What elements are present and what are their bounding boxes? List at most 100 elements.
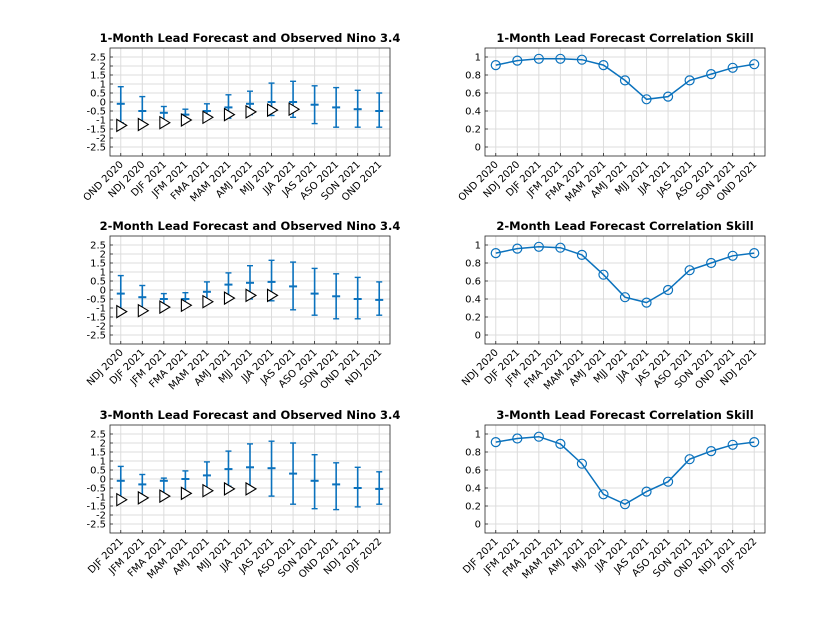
observed-marker	[180, 486, 193, 501]
y-tick-label: 0.6	[465, 277, 481, 288]
y-tick-label: 0.5	[90, 466, 106, 477]
skill-point	[555, 242, 566, 253]
observed-marker	[223, 107, 236, 122]
y-tick-label: 0.5	[90, 89, 106, 100]
observed-marker	[202, 483, 214, 498]
skill-point	[555, 53, 566, 64]
fc2-panel: 2-Month Lead Forecast and Observed Nino …	[85, 219, 400, 392]
observed-marker	[159, 489, 171, 504]
skill-point	[662, 476, 674, 487]
fc1-panel: 1-Month Lead Forecast and Observed Nino …	[82, 31, 401, 204]
skill-point	[512, 433, 523, 444]
y-tick-label: -1	[96, 116, 106, 127]
skill-line	[495, 435, 755, 506]
y-tick-label: 1	[100, 80, 106, 91]
observed-marker	[116, 492, 128, 507]
y-tick-label: -1.5	[86, 313, 106, 324]
observed-marker	[180, 298, 193, 313]
axes-box	[484, 235, 766, 345]
axes-box	[109, 235, 391, 345]
skill-point	[706, 68, 717, 80]
skill-point	[749, 248, 760, 259]
skill-point	[490, 59, 501, 71]
skill-line	[495, 246, 755, 304]
skill-point	[533, 53, 544, 64]
skill-point	[598, 59, 609, 71]
chart-title: 3-Month Lead Forecast Correlation Skill	[496, 408, 753, 422]
observed-marker	[245, 481, 258, 496]
y-tick-label: 1	[100, 457, 106, 468]
y-tick-label: 2.5	[90, 430, 106, 441]
observed-marker	[116, 304, 128, 319]
sk3-panel: 3-Month Lead Forecast Correlation Skill 0…	[461, 408, 766, 581]
y-tick-label: 2	[100, 62, 106, 73]
y-tick-label: 0.6	[465, 466, 481, 477]
skill-point	[533, 241, 544, 252]
skill-point	[576, 249, 588, 260]
observed-marker	[137, 303, 150, 318]
observed-marker	[159, 300, 171, 315]
y-tick-label: 0.8	[465, 71, 481, 82]
skill-point	[684, 454, 695, 465]
y-tick-label: 0.5	[90, 277, 106, 288]
observed-marker	[223, 291, 236, 306]
y-tick-label: 0.4	[465, 295, 481, 306]
y-tick-label: -2	[96, 511, 106, 522]
observed-marker	[137, 490, 150, 505]
observed-marker	[159, 115, 171, 130]
y-tick-label: 0.8	[465, 448, 481, 459]
y-tick-label: 0	[100, 286, 106, 297]
y-tick-label: -1.5	[86, 502, 106, 513]
skill-point	[598, 269, 609, 280]
y-tick-label: 0	[475, 143, 481, 154]
y-tick-label: -1.5	[86, 125, 106, 136]
y-tick-label: 0.6	[465, 89, 481, 100]
observed-marker	[266, 288, 279, 303]
skill-point	[576, 54, 588, 65]
y-tick-label: 1.5	[90, 71, 106, 82]
skill-point	[706, 257, 717, 269]
y-tick-label: 1	[100, 268, 106, 279]
sk1-panel: 1-Month Lead Forecast Correlation Skill 0…	[457, 31, 766, 204]
skill-point	[490, 437, 501, 448]
y-tick-label: 0	[100, 475, 106, 486]
y-tick-label: 2	[100, 250, 106, 261]
y-tick-label: 0.8	[465, 259, 481, 270]
y-tick-label: 0	[475, 520, 481, 531]
y-tick-label: 0.2	[465, 502, 481, 513]
y-tick-label: -2.5	[86, 520, 106, 531]
observed-marker	[202, 294, 214, 309]
observed-marker	[288, 102, 301, 117]
sk2-panel: 2-Month Lead Forecast Correlation Skill 0…	[460, 219, 766, 392]
y-tick-label: -0.5	[86, 484, 106, 495]
axes-box	[484, 47, 766, 157]
y-tick-label: -2.5	[86, 331, 106, 342]
skill-point	[662, 284, 674, 296]
y-tick-label: -1	[96, 304, 106, 315]
observed-marker	[245, 104, 258, 119]
observed-marker	[245, 288, 258, 303]
observed-marker	[180, 113, 193, 127]
observed-marker	[223, 481, 236, 496]
fc3-panel: 3-Month Lead Forecast and Observed Nino …	[86, 408, 400, 581]
y-tick-label: 2.5	[90, 241, 106, 252]
skill-point	[684, 75, 695, 86]
skill-point	[490, 248, 501, 259]
observed-marker	[116, 118, 128, 133]
y-tick-label: 0.4	[465, 484, 481, 495]
skill-point	[641, 486, 652, 497]
observed-marker	[202, 110, 214, 125]
skill-point	[533, 431, 544, 442]
chart-title: 2-Month Lead Forecast and Observed Nino …	[100, 219, 401, 233]
y-tick-label: 1	[475, 53, 481, 64]
skill-point	[749, 437, 760, 448]
skill-line	[495, 58, 755, 101]
chart-title: 2-Month Lead Forecast Correlation Skill	[496, 219, 753, 233]
skill-point	[641, 94, 652, 105]
y-tick-label: 0	[475, 331, 481, 342]
skill-point	[555, 438, 566, 449]
y-tick-label: 1.5	[90, 448, 106, 459]
y-tick-label: -0.5	[86, 295, 106, 306]
skill-point	[727, 62, 738, 73]
chart-title: 1-Month Lead Forecast and Observed Nino …	[100, 31, 401, 45]
